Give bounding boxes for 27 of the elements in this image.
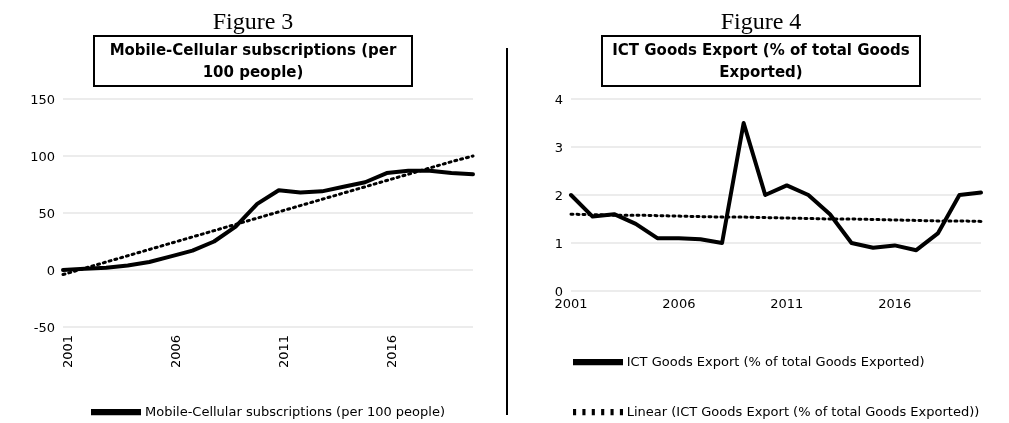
legend-label: Linear (ICT Goods Export (% of total Goods Exported)) <box>626 403 980 419</box>
line-series <box>569 121 983 253</box>
x-tick-label: 2006 <box>662 296 696 312</box>
chart-title: Figure 3 <box>212 8 294 35</box>
y-tick-label: 1 <box>554 235 563 251</box>
x-tick-label: 2006 <box>168 335 184 369</box>
chart-subtitle: ICT Goods Export (% of total Goods Exported) <box>601 35 921 87</box>
x-tick-label: 2016 <box>383 335 399 369</box>
y-tick-label: 2 <box>554 187 563 203</box>
x-tick-label: 2001 <box>554 296 588 312</box>
y-tick-label: 150 <box>30 91 55 107</box>
y-tick-label: 0 <box>46 262 55 278</box>
x-tick-label: 2001 <box>60 335 76 369</box>
y-tick-label: 4 <box>554 91 563 107</box>
legend-label: ICT Goods Export (% of total Goods Exported) <box>626 353 925 369</box>
x-tick-label: 2011 <box>770 296 804 312</box>
y-tick-label: -50 <box>33 319 55 335</box>
y-tick-label: 0 <box>554 283 563 299</box>
y-tick-label: 3 <box>554 139 563 155</box>
legend-label: Mobile-Cellular subscriptions (per 100 people) <box>144 403 445 419</box>
y-tick-label: 50 <box>38 205 55 221</box>
x-tick-label: 2011 <box>276 335 292 369</box>
x-tick-label: 2016 <box>878 296 912 312</box>
y-tick-label: 100 <box>30 148 55 164</box>
line-series <box>61 154 475 277</box>
chart-subtitle: Mobile-Cellular subscriptions (per 100 people) <box>93 35 413 87</box>
chart-title: Figure 4 <box>720 8 802 35</box>
